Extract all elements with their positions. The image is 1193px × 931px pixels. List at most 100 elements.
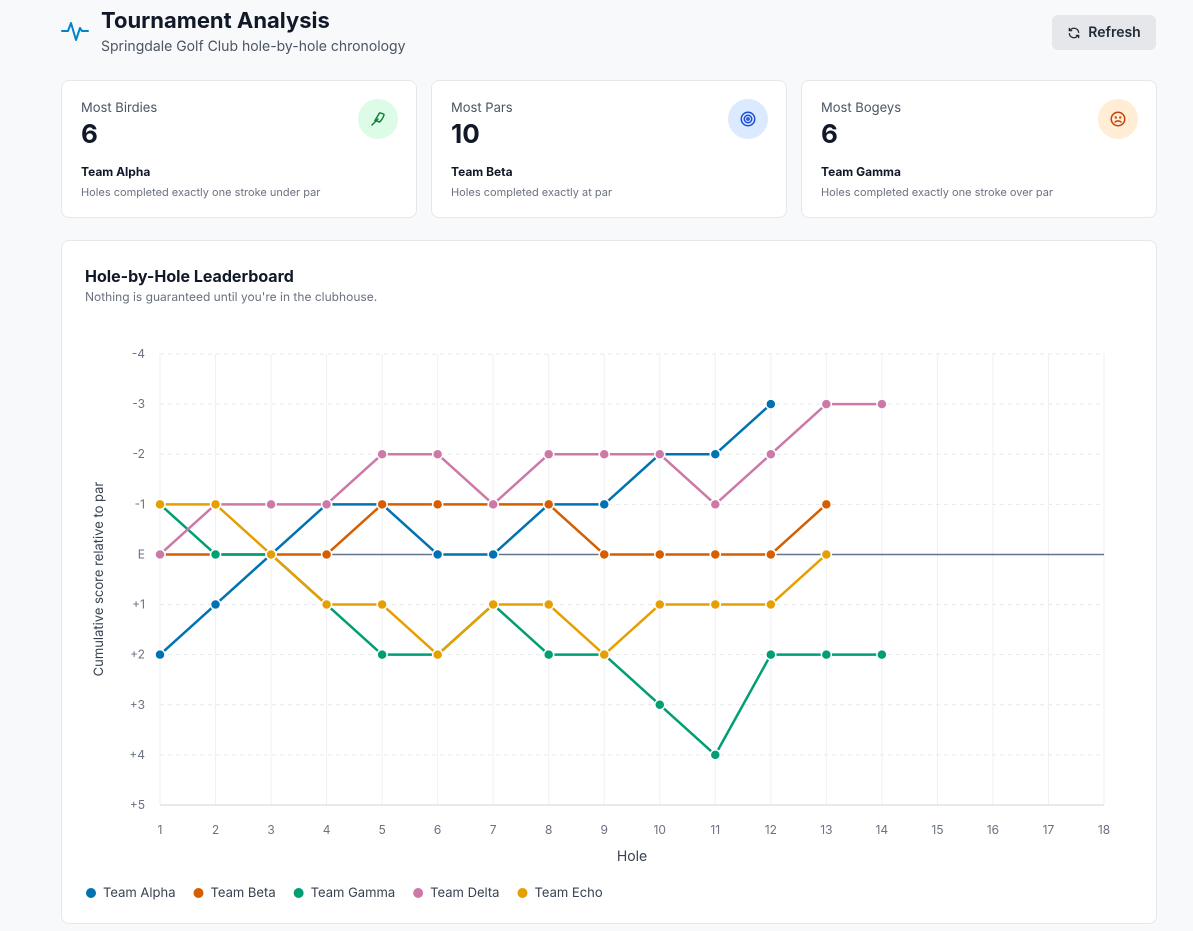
data-point	[598, 448, 610, 460]
y-tick-label: +5	[130, 797, 145, 812]
card-team: Team Beta	[451, 164, 513, 179]
chart-card: Hole-by-Hole Leaderboard Nothing is guar…	[61, 240, 1157, 924]
data-point	[209, 598, 222, 611]
data-point	[431, 448, 444, 460]
data-point	[431, 548, 444, 561]
x-tick-label: 3	[267, 822, 274, 837]
card-description: Holes completed exactly at par	[451, 185, 613, 199]
legend-swatch	[193, 888, 204, 898]
legend-swatch	[86, 888, 96, 898]
chart-subtitle: Nothing is guaranteed until you're in th…	[85, 289, 377, 304]
data-point	[154, 648, 166, 661]
data-point	[709, 448, 722, 460]
data-point	[765, 398, 777, 410]
refresh-button[interactable]: Refresh	[1052, 15, 1156, 50]
legend-label: Team Gamma	[311, 885, 396, 901]
card-icon	[728, 99, 768, 139]
card-label: Most Pars	[451, 100, 513, 116]
data-point	[154, 548, 166, 561]
data-point	[654, 548, 666, 561]
data-point	[820, 398, 833, 410]
data-point	[376, 498, 388, 511]
legend-swatch	[413, 888, 424, 898]
data-point	[709, 749, 722, 761]
data-point	[542, 598, 555, 611]
legend-swatch	[293, 888, 304, 898]
data-point	[765, 598, 777, 611]
legend-label: Team Alpha	[103, 885, 176, 901]
data-point	[487, 498, 499, 511]
legend-label: Team Echo	[534, 885, 602, 901]
x-tick-label: 4	[323, 822, 331, 837]
card-team: Team Alpha	[81, 164, 151, 179]
data-point	[876, 398, 888, 410]
data-point	[431, 498, 444, 511]
chart-title: Hole-by-Hole Leaderboard	[85, 266, 294, 286]
y-tick-label: +4	[129, 747, 145, 762]
data-point	[654, 598, 666, 611]
y-axis-label: Cumulative score relative to par	[91, 482, 107, 677]
card-value: 6	[81, 119, 98, 150]
data-point	[709, 498, 722, 511]
series-line	[159, 402, 882, 556]
x-tick-label: 6	[434, 822, 441, 837]
stat-card: Most Bogeys 6 Team Gamma Holes completed…	[801, 80, 1157, 218]
data-point	[709, 598, 722, 611]
x-tick-label: 7	[490, 822, 497, 837]
card-icon	[358, 99, 398, 139]
data-point	[876, 648, 888, 661]
data-point	[487, 548, 499, 561]
data-point	[542, 448, 555, 460]
data-point	[654, 448, 666, 460]
data-point	[709, 548, 722, 561]
y-tick-label: -3	[132, 396, 145, 411]
data-point	[376, 648, 388, 661]
x-tick-label: 10	[654, 822, 666, 837]
data-point	[765, 548, 777, 561]
data-point	[320, 598, 333, 611]
card-value: 6	[821, 119, 838, 150]
legend-label: Team Beta	[211, 885, 276, 901]
x-tick-label: 9	[601, 822, 608, 837]
card-value: 10	[451, 119, 480, 150]
x-tick-label: 2	[212, 822, 219, 837]
y-tick-label: E	[138, 546, 145, 561]
data-point	[487, 598, 499, 611]
refresh-label[interactable]: Refresh	[1088, 24, 1141, 41]
data-point	[154, 498, 166, 511]
data-point	[431, 648, 444, 661]
y-tick-label: +2	[130, 647, 145, 662]
x-tick-label: 17	[1043, 822, 1055, 837]
card-icon	[1098, 99, 1138, 139]
x-tick-label: 15	[931, 822, 943, 837]
card-label: Most Birdies	[81, 100, 158, 116]
data-point	[209, 548, 222, 561]
data-point	[598, 548, 610, 561]
y-tick-label: +3	[130, 697, 145, 712]
data-point	[765, 648, 777, 661]
data-point	[820, 548, 833, 561]
y-tick-label: -4	[132, 346, 146, 361]
logo-icon	[61, 22, 89, 41]
page-subtitle: Springdale Golf Club hole-by-hole chrono…	[101, 38, 406, 55]
data-point	[320, 498, 333, 511]
card-description: Holes completed exactly one stroke over …	[821, 185, 1054, 199]
data-point	[654, 699, 666, 711]
legend-label: Team Delta	[430, 885, 499, 901]
data-point	[376, 448, 388, 460]
data-point	[820, 498, 833, 511]
series-line	[159, 503, 882, 757]
data-point	[542, 498, 555, 511]
data-point	[598, 648, 610, 661]
card-description: Holes completed exactly one stroke under…	[81, 185, 321, 199]
data-point	[542, 648, 555, 661]
data-point	[265, 548, 277, 561]
data-point	[598, 498, 610, 511]
chart: Hole-by-Hole Leaderboard Nothing is guar…	[85, 266, 1110, 901]
card-label: Most Bogeys	[821, 100, 902, 116]
x-tick-label: 5	[378, 822, 385, 837]
series-line	[159, 403, 772, 656]
x-axis-label: Hole	[617, 848, 647, 865]
x-tick-label: 1	[158, 822, 163, 837]
